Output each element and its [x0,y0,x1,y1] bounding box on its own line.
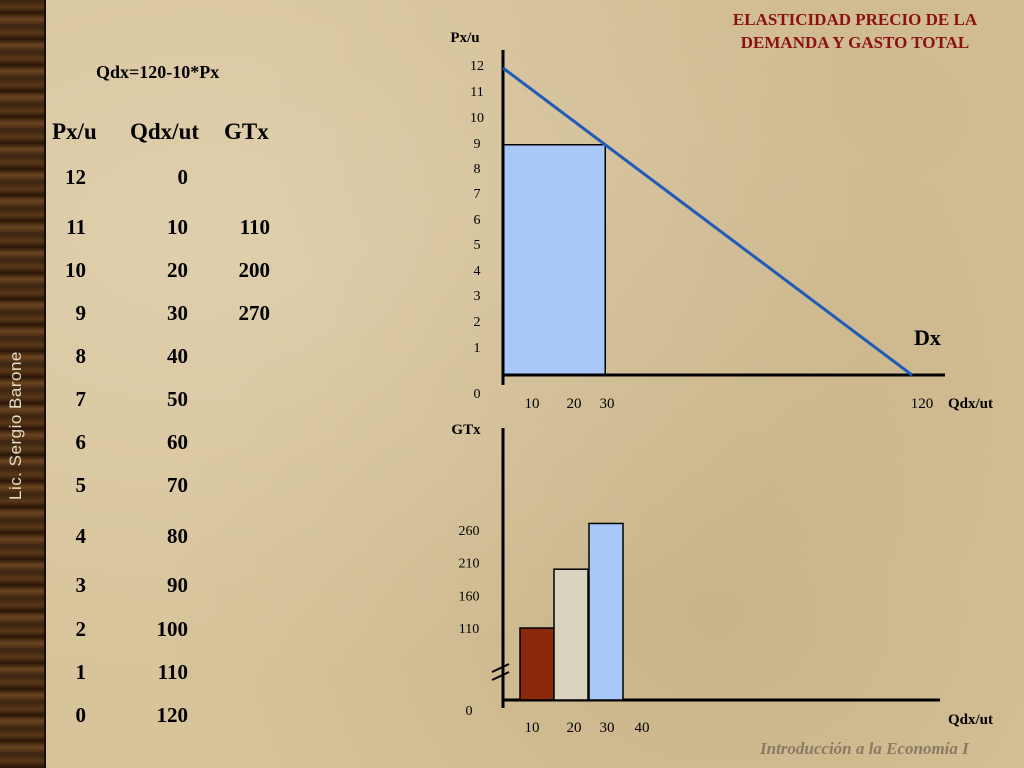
bar-quantity-tick-label: 10 [525,720,540,736]
quantity-tick-label: 20 [567,396,582,412]
price-cell: 2 [75,617,87,641]
bar-quantity-axis-label: Qdx/ut [948,712,993,728]
price-tick-label: 1 [474,341,481,356]
price-cell: 12 [65,165,86,189]
expense-bar [519,627,555,701]
expense-tick-label: 160 [459,589,480,604]
title-line-1: ELASTICIDAD PRECIO DE LA [732,10,978,29]
bar-quantity-tick-label: 30 [600,720,615,736]
sidebar-strip: Lic. Sergio Barone [0,0,46,768]
expense-cell: 200 [238,258,271,282]
expense-bar [588,522,624,701]
axis-break-mark [491,671,510,681]
price-cell: 7 [75,387,87,411]
expense-cell: 110 [239,215,270,239]
price-cell: 11 [66,215,86,239]
axis-break-mark [491,663,510,673]
quantity-cell: 30 [167,301,188,325]
demand-line [502,66,913,377]
demand-curve-label: Dx [914,325,941,350]
slide-title: ELASTICIDAD PRECIO DE LA DEMANDA Y GASTO… [690,8,1020,54]
price-tick-label: 3 [474,289,481,304]
header-total-expense: GTx [224,119,269,144]
price-tick-label: 7 [474,187,481,202]
price-tick-label: 11 [470,85,483,100]
price-tick-label: 12 [470,59,484,74]
quantity-cell: 10 [167,215,188,239]
price-cell: 0 [75,703,87,727]
price-cell: 4 [75,524,87,548]
bar-quantity-tick-label: 40 [635,720,650,736]
price-tick-label: 6 [474,213,481,228]
title-line-2: DEMANDA Y GASTO TOTAL [740,33,970,52]
quantity-cell: 60 [167,430,188,454]
price-cell: 10 [65,258,86,282]
price-cell: 6 [75,430,87,454]
header-quantity: Qdx/ut [130,119,200,144]
price-cell: 1 [75,660,87,684]
quantity-tick-label: 30 [600,396,615,412]
quantity-cell: 70 [167,473,188,497]
quantity-tick-label: 10 [525,396,540,412]
expense-axis-label: GTx [451,422,481,438]
price-cell: 9 [75,301,87,325]
price-tick-label: 5 [474,238,481,253]
quantity-cell: 100 [156,617,189,641]
price-tick-label: 4 [474,264,481,279]
price-cell: 8 [75,344,87,368]
bar-quantity-tick-label: 20 [567,720,582,736]
expense-tick-label: 210 [459,557,480,572]
header-price: Px/u [52,119,97,144]
price-tick-label: 9 [474,137,481,152]
price-tick-label: 0 [474,387,481,402]
quantity-cell: 90 [167,573,188,597]
quantity-cell: 120 [156,703,189,727]
expense-cell: 270 [238,301,271,325]
quantity-tick-label: 120 [911,396,934,412]
price-tick-label: 2 [474,315,481,330]
price-tick-label: 10 [470,111,484,126]
quantity-axis-label: Qdx/ut [948,396,993,412]
author-label: Lic. Sergio Barone [6,351,25,500]
quantity-cell: 80 [167,524,188,548]
quantity-cell: 50 [167,387,188,411]
course-footer: Introducción a la Economía I [760,739,969,758]
quantity-cell: 110 [157,660,188,684]
expense-tick-label: 110 [459,622,479,637]
quantity-cell: 40 [167,344,188,368]
expenditure-rectangle [502,144,606,376]
price-axis-label: Px/u [450,30,479,46]
price-cell: 3 [75,573,87,597]
quantity-cell: 20 [167,258,188,282]
demand-formula: Qdx=120-10*Px [96,62,220,82]
quantity-cell: 0 [177,165,189,189]
expense-tick-label: 260 [459,524,480,539]
price-tick-label: 8 [474,162,481,177]
expense-tick-label: 0 [466,704,473,719]
price-cell: 5 [75,473,87,497]
expense-bar [553,568,589,701]
